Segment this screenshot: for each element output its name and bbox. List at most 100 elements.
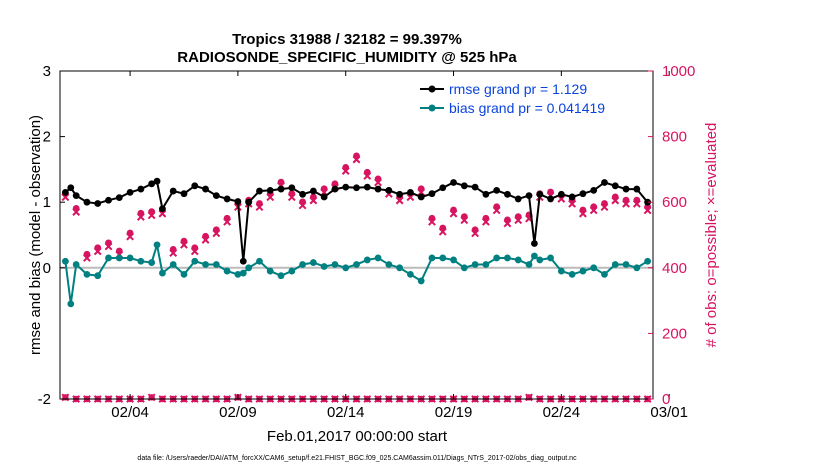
obs-evaluated-point-cross: [481, 217, 490, 226]
bias-point: [590, 264, 598, 272]
obs-evaluated-point: [632, 199, 641, 208]
bias-point: [245, 264, 253, 272]
y-axis-label: rmse and bias (model - observation): [27, 115, 44, 355]
obs-evaluated-point-cross: [147, 211, 156, 220]
bias-point: [504, 254, 511, 262]
rmse-point: [299, 190, 306, 198]
bias-point: [417, 277, 425, 285]
rmse-point: [363, 183, 371, 191]
series-bias: [61, 241, 652, 308]
obs-evaluated-point-cross: [579, 209, 587, 218]
obs-evaluated-point: [406, 193, 415, 202]
bias-point: [557, 267, 565, 275]
rmse-point: [385, 186, 393, 194]
series-obs-possible: [61, 152, 652, 258]
obs-evaluated-point: [147, 211, 156, 220]
series-obs-baseline: [61, 393, 652, 403]
bias-point: [180, 270, 188, 278]
legend-bias-label: bias grand pr = 0.041419: [449, 100, 605, 116]
obs-evaluated-point-cross: [395, 196, 404, 205]
rmse-point: [137, 185, 145, 193]
bias-point: [137, 257, 145, 265]
obs-evaluated-point-cross: [169, 249, 178, 257]
obs-evaluated-point-cross: [136, 213, 145, 221]
bias-point: [363, 256, 371, 264]
bias-point: [633, 264, 641, 272]
rmse-point: [169, 187, 177, 195]
legend-rmse-label: rmse grand pr = 1.129: [449, 81, 587, 97]
obs-evaluated-point-cross: [287, 193, 296, 202]
x-tick-label: 02/09: [219, 404, 257, 421]
rmse-point: [239, 257, 247, 265]
rmse-point: [450, 179, 457, 186]
obs-evaluated-point: [255, 203, 264, 212]
rmse-point: [633, 185, 641, 193]
obs-evaluated-point-cross: [589, 206, 598, 215]
rmse-point: [115, 194, 123, 202]
bias-point: [460, 264, 468, 272]
y-right-tick-label: 400: [662, 260, 687, 277]
rmse-point: [94, 200, 102, 207]
obs-evaluated-point-cross: [212, 229, 221, 238]
rmse-point: [159, 205, 166, 213]
obs-evaluated-point: [438, 227, 447, 236]
bias-point: [601, 270, 608, 278]
bias-point: [407, 270, 414, 278]
obs-evaluated-point-cross: [309, 196, 318, 205]
bias-point: [159, 269, 166, 277]
obs-evaluated-point-cross: [363, 172, 372, 180]
y-right-tick-label: 0: [662, 391, 670, 408]
obs-evaluated-point-cross: [438, 227, 447, 236]
rmse-point: [568, 193, 576, 201]
rmse-point: [611, 182, 619, 190]
series-rmse: [61, 177, 652, 265]
obs-evaluated-point: [212, 229, 221, 238]
obs-evaluated-point-cross: [61, 193, 70, 202]
rmse-point: [191, 182, 199, 190]
rmse-point: [61, 188, 69, 196]
rmse-point: [180, 190, 188, 198]
rmse-point: [622, 185, 630, 193]
obs-evaluated-point: [471, 229, 480, 238]
rmse-point: [428, 190, 436, 198]
x-tick-label: 03/01: [650, 404, 688, 421]
obs-evaluated-point: [481, 217, 490, 226]
obs-evaluated-point-cross: [460, 216, 469, 225]
rmse-point: [353, 184, 360, 192]
bias-point: [266, 267, 274, 275]
plot-area: [60, 152, 653, 403]
obs-evaluated-point: [298, 201, 307, 210]
bias-line: [64, 244, 649, 305]
chart-title: Tropics 31988 / 32182 = 99.397%: [232, 31, 462, 48]
obs-evaluated-point: [83, 254, 91, 262]
obs-evaluated-point-cross: [632, 199, 641, 208]
obs-evaluated-point: [126, 232, 134, 241]
y-axis-right-label: # of obs: o=possible; ×=evaluated: [703, 123, 720, 348]
obs-evaluated-point-cross: [643, 206, 652, 215]
bias-point: [126, 254, 134, 262]
obs-evaluated-point-cross: [266, 193, 275, 202]
obs-evaluated-point-cross: [201, 236, 210, 244]
bias-point: [385, 261, 393, 268]
rmse-point: [309, 187, 317, 195]
obs-evaluated-point: [428, 217, 436, 226]
bias-point: [320, 263, 328, 270]
rmse-point: [67, 184, 75, 192]
obs-evaluated-point: [374, 178, 382, 187]
bias-point: [288, 267, 296, 275]
rmse-point: [126, 188, 134, 196]
rmse-point: [288, 184, 296, 192]
rmse-point: [504, 190, 511, 198]
y-right-tick-label: 200: [662, 325, 687, 342]
obs-evaluated-point: [568, 199, 577, 208]
rmse-point: [644, 198, 652, 206]
rmse-point: [83, 198, 91, 206]
y-right-tick-label: 600: [662, 194, 687, 211]
rmse-point: [417, 193, 425, 201]
rmse-point: [256, 187, 263, 195]
legend-bias-marker: [428, 104, 436, 112]
y-tick-label: 0: [43, 260, 51, 277]
obs-evaluated-point: [449, 209, 458, 218]
obs-evaluated-point-cross: [126, 232, 134, 241]
rmse-point: [223, 195, 231, 203]
